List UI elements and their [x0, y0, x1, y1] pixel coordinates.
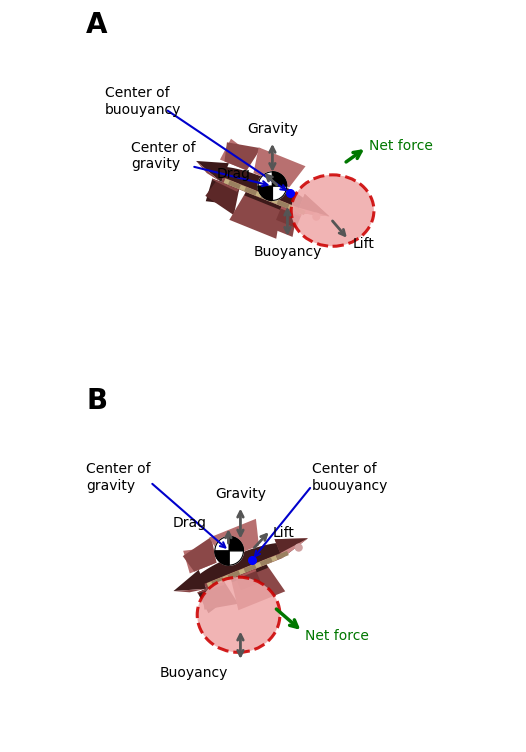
- Polygon shape: [254, 147, 306, 187]
- Text: Net force: Net force: [305, 629, 369, 643]
- Polygon shape: [196, 161, 229, 182]
- Polygon shape: [197, 581, 224, 593]
- Polygon shape: [183, 537, 217, 572]
- Polygon shape: [231, 565, 285, 611]
- Text: Gravity: Gravity: [247, 122, 298, 136]
- Polygon shape: [194, 543, 287, 585]
- Polygon shape: [258, 186, 272, 201]
- Text: A: A: [86, 11, 108, 39]
- Polygon shape: [211, 577, 224, 586]
- Polygon shape: [260, 193, 274, 202]
- Polygon shape: [281, 207, 301, 217]
- Polygon shape: [242, 581, 265, 599]
- Text: Center of
gravity: Center of gravity: [132, 141, 196, 171]
- Polygon shape: [205, 180, 239, 215]
- Polygon shape: [229, 192, 281, 239]
- Polygon shape: [207, 555, 278, 587]
- Ellipse shape: [197, 578, 280, 652]
- Polygon shape: [272, 172, 287, 186]
- Polygon shape: [277, 200, 289, 208]
- Polygon shape: [244, 186, 257, 196]
- Polygon shape: [275, 538, 308, 553]
- Text: Center of
gravity: Center of gravity: [86, 462, 151, 493]
- Polygon shape: [228, 180, 241, 189]
- Polygon shape: [197, 581, 230, 614]
- Polygon shape: [183, 547, 217, 574]
- Polygon shape: [225, 142, 261, 171]
- Circle shape: [215, 537, 244, 566]
- Text: Lift: Lift: [352, 238, 375, 251]
- Polygon shape: [216, 167, 310, 209]
- Circle shape: [313, 214, 320, 220]
- Polygon shape: [293, 207, 306, 215]
- Polygon shape: [235, 569, 261, 590]
- Polygon shape: [174, 589, 206, 593]
- Polygon shape: [280, 538, 308, 558]
- Polygon shape: [220, 138, 253, 171]
- Polygon shape: [209, 519, 259, 560]
- Text: Center of
buouyancy: Center of buouyancy: [105, 86, 181, 117]
- Polygon shape: [297, 208, 329, 217]
- Polygon shape: [229, 537, 244, 550]
- Polygon shape: [196, 161, 221, 182]
- Text: B: B: [86, 387, 107, 415]
- Polygon shape: [231, 565, 268, 582]
- Polygon shape: [272, 219, 295, 237]
- Polygon shape: [224, 178, 295, 211]
- Polygon shape: [221, 177, 299, 213]
- Polygon shape: [276, 551, 289, 559]
- Polygon shape: [202, 581, 238, 610]
- Polygon shape: [275, 538, 308, 558]
- Polygon shape: [276, 207, 301, 228]
- Polygon shape: [204, 553, 282, 589]
- Polygon shape: [227, 571, 240, 579]
- Text: Drag: Drag: [217, 167, 251, 180]
- Circle shape: [295, 544, 302, 551]
- Text: Drag: Drag: [173, 517, 207, 530]
- Text: Buoyancy: Buoyancy: [159, 666, 228, 681]
- Text: Lift: Lift: [272, 526, 294, 541]
- Text: Buoyancy: Buoyancy: [253, 245, 321, 259]
- Polygon shape: [174, 570, 206, 591]
- Text: Center of
buouyancy: Center of buouyancy: [312, 462, 388, 493]
- Polygon shape: [299, 194, 329, 217]
- Polygon shape: [297, 194, 329, 217]
- Polygon shape: [260, 557, 272, 566]
- Text: Gravity: Gravity: [215, 487, 266, 501]
- Text: Net force: Net force: [369, 139, 433, 153]
- Polygon shape: [245, 192, 281, 210]
- Ellipse shape: [291, 174, 374, 247]
- Polygon shape: [212, 178, 239, 192]
- Polygon shape: [206, 178, 239, 205]
- Polygon shape: [244, 564, 256, 573]
- Polygon shape: [215, 550, 229, 566]
- Circle shape: [258, 171, 287, 201]
- Polygon shape: [235, 569, 256, 579]
